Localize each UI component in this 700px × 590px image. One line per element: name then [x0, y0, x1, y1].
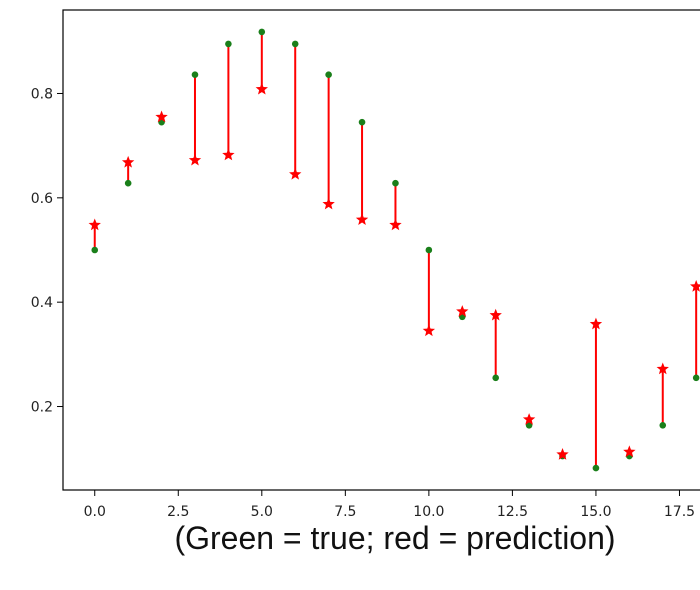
prediction-point: [489, 308, 502, 321]
prediction-point: [422, 324, 436, 337]
prediction-point: [689, 280, 700, 292]
prediction-point: [222, 148, 235, 161]
true-point: [592, 464, 600, 472]
prediction-point: [522, 413, 536, 425]
true-point: [525, 422, 533, 429]
y-axis-ticks: 0.2 0.4 0.6 0.8: [31, 86, 63, 416]
y-tick-label: 0.6: [31, 191, 53, 207]
y-tick-label: 0.4: [31, 295, 53, 311]
true-point: [692, 374, 700, 382]
prediction-point: [389, 218, 402, 231]
chart-svg: 0.0 2.5 5.0 7.5 10.0 12.5 15.0 17.5 0.20.40.60.…: [31, 9, 700, 520]
prediction-point: [289, 167, 302, 180]
error-lines: [93, 31, 698, 469]
true-point: [325, 71, 332, 78]
true-point: [492, 374, 499, 382]
prediction-points: [88, 82, 700, 460]
prediction-point: [656, 362, 669, 375]
true-point: [659, 422, 667, 429]
x-tick-label: 2.5: [167, 504, 189, 520]
true-points: [91, 28, 700, 472]
prediction-point: [456, 305, 469, 317]
chart-caption: (Green = true; red = prediction): [174, 520, 616, 556]
prediction-point: [188, 153, 202, 166]
y-tick-label: 0.2: [31, 400, 53, 416]
prediction-point: [155, 110, 168, 123]
prediction-point: [623, 445, 636, 458]
x-tick-label: 12.5: [497, 504, 528, 520]
prediction-point: [589, 317, 603, 330]
true-point: [124, 179, 132, 187]
prediction-point: [556, 448, 569, 460]
x-tick-label: 5.0: [251, 504, 273, 520]
x-tick-label: 10.0: [413, 504, 444, 520]
prediction-point: [255, 82, 268, 95]
true-point: [191, 71, 199, 78]
true-point: [392, 179, 399, 187]
plot-area-frame: [62, 9, 700, 491]
x-tick-label: 15.0: [580, 504, 611, 520]
true-point: [91, 246, 99, 254]
prediction-point: [355, 213, 369, 225]
x-tick-label: 0.0: [84, 504, 106, 520]
y-tick-label: 0.8: [31, 86, 53, 102]
true-point: [225, 40, 232, 48]
true-point: [358, 118, 366, 126]
x-axis-ticks: 0.0 2.5 5.0 7.5 10.0 12.5 15.0 17.5: [84, 490, 695, 520]
x-tick-label: 7.5: [334, 504, 356, 520]
prediction-point: [121, 155, 135, 168]
true-point: [258, 28, 266, 36]
prediction-point: [322, 197, 335, 210]
true-point: [425, 246, 433, 254]
true-point: [291, 40, 299, 48]
x-tick-label: 17.5: [664, 504, 695, 520]
prediction-point: [88, 218, 101, 231]
